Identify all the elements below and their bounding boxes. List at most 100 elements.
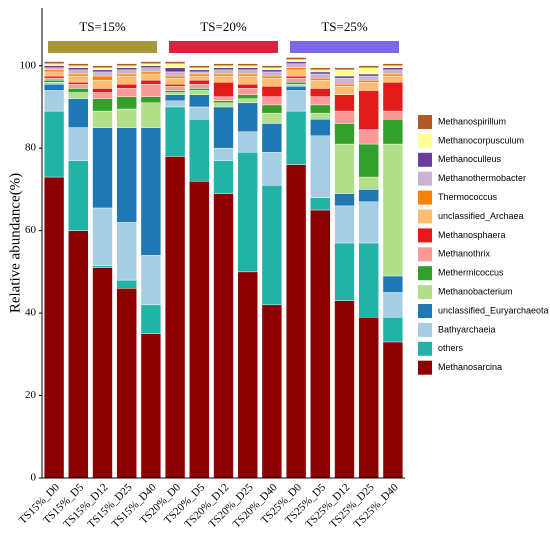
bar-segment xyxy=(310,73,331,79)
bar-segment xyxy=(382,67,404,71)
bar-segment xyxy=(334,300,355,479)
bar-segment xyxy=(261,65,283,68)
bar-segment xyxy=(164,90,186,93)
bar-segment xyxy=(237,271,258,479)
bar-segment xyxy=(164,71,186,77)
bar-segment xyxy=(237,63,258,66)
bar-segment xyxy=(261,152,283,186)
legend-swatch xyxy=(418,266,432,281)
bar-segment xyxy=(261,77,283,87)
bar-segment xyxy=(213,75,234,83)
bar-segment xyxy=(164,61,186,64)
bar-segment xyxy=(310,197,331,211)
bar-segment xyxy=(310,88,331,97)
bar-segment xyxy=(358,143,379,178)
y-tick-label: 20 xyxy=(25,389,37,401)
bar-segment xyxy=(334,77,355,85)
bar-segment xyxy=(116,279,137,289)
bar-segment xyxy=(285,77,307,83)
bar-segment xyxy=(261,104,283,114)
group-label: TS=25% xyxy=(321,19,368,34)
bar-segment xyxy=(43,77,65,81)
bar-segment xyxy=(92,207,113,266)
bar-segment xyxy=(310,71,331,75)
legend-swatch xyxy=(418,304,432,318)
bar-segment xyxy=(358,75,379,81)
legend-label: Bathyarchaeia xyxy=(438,324,496,334)
bar-segment xyxy=(116,127,137,223)
legend-swatch xyxy=(418,115,432,129)
bar-segment xyxy=(189,106,210,120)
bar-segment xyxy=(43,84,65,91)
bar-segment xyxy=(213,100,234,104)
bar-segment xyxy=(68,92,89,99)
bar-segment xyxy=(213,147,234,161)
bar-segment xyxy=(237,94,258,99)
bar-segment xyxy=(285,110,307,165)
group-label: TS=15% xyxy=(79,19,126,34)
bar-segment xyxy=(261,304,283,479)
bar-segment xyxy=(189,84,210,89)
bar-segment xyxy=(68,98,89,128)
bar-segment xyxy=(189,67,210,71)
bar-segment xyxy=(285,67,307,71)
bar-segment xyxy=(382,69,404,75)
bar-segment xyxy=(358,242,379,318)
bar-segment xyxy=(43,67,65,71)
legend-label: Methanosarcina xyxy=(438,362,502,372)
bar-segment xyxy=(358,201,379,244)
bar-segment xyxy=(310,209,331,479)
bar-segment xyxy=(237,88,258,95)
bar-segment xyxy=(358,189,379,202)
legend-label: Methanobacterium xyxy=(438,286,513,296)
bar-segment xyxy=(140,63,162,66)
bar-segment xyxy=(116,96,137,110)
bar-segment xyxy=(285,86,307,91)
legend-label: Methanospirillum xyxy=(438,116,506,126)
legend-swatch xyxy=(418,171,432,186)
bar-segment xyxy=(334,143,355,194)
legend-label: Methanothrix xyxy=(438,249,491,259)
bar-segment xyxy=(310,79,331,89)
bar-segment xyxy=(116,108,137,128)
legend-label: others xyxy=(438,343,464,353)
bar-segment xyxy=(68,82,89,85)
bar-segment xyxy=(237,75,258,85)
bar-segment xyxy=(334,84,355,87)
legend-label: Methanoculleus xyxy=(438,154,502,164)
legend-swatch xyxy=(418,133,432,148)
bar-segment xyxy=(140,65,162,68)
bar-segment xyxy=(92,110,113,128)
legend-label: unclassified_Euryarchaeota xyxy=(438,305,549,315)
bar-segment xyxy=(213,193,234,479)
bar-segment xyxy=(164,75,186,79)
legend-swatch xyxy=(418,322,432,337)
bar-segment xyxy=(92,267,113,479)
bar-segment xyxy=(116,67,137,71)
bar-segment xyxy=(310,135,331,198)
bar-segment xyxy=(261,96,283,106)
bar-segment xyxy=(261,69,283,73)
bar-segment xyxy=(140,96,162,104)
bar-segment xyxy=(261,75,283,79)
bar-segment xyxy=(237,98,258,104)
bar-segment xyxy=(358,82,379,91)
bar-segment xyxy=(92,98,113,112)
bar-segment xyxy=(261,86,283,97)
bar-segment xyxy=(334,94,355,112)
bar-segment xyxy=(261,185,283,306)
bar-segment xyxy=(68,127,89,161)
bar-segment xyxy=(92,71,113,77)
bar-segment xyxy=(140,67,162,73)
bar-segment xyxy=(285,164,307,479)
bar-segment xyxy=(213,96,234,101)
bar-segment xyxy=(358,65,379,68)
bar-segment xyxy=(334,69,355,77)
bar-segment xyxy=(334,110,355,124)
bar-segment xyxy=(189,90,210,95)
bar-segment xyxy=(164,77,186,85)
bar-segment xyxy=(382,292,404,318)
bar-segment xyxy=(92,69,113,73)
legend-label: Methanosphaera xyxy=(438,230,506,240)
bar-segment xyxy=(189,65,210,68)
